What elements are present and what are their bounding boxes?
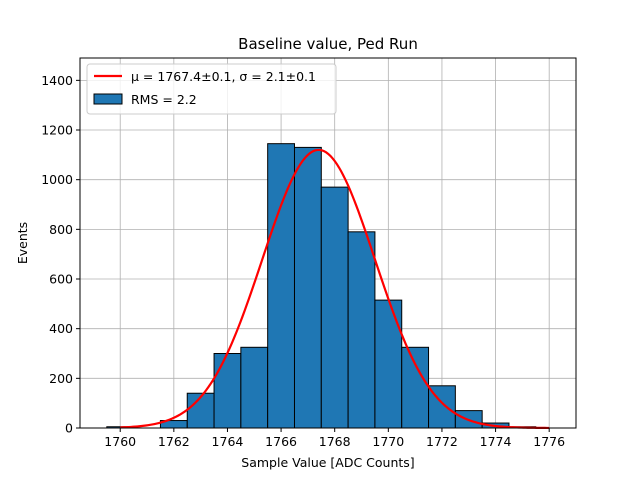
legend-box: [86, 63, 337, 115]
x-tick-label: 1774: [480, 434, 512, 449]
histogram-bar: [320, 186, 349, 429]
gaussian-fit-curve: [120, 148, 550, 430]
x-tick-label: 1764: [212, 434, 244, 449]
chart-title: Baseline value, Ped Run: [238, 35, 418, 53]
legend-histogram-swatch: [93, 93, 123, 105]
histogram-bar: [267, 143, 295, 429]
legend: μ = 1767.4±0.1, σ = 2.1±0.1 RMS = 2.2: [86, 63, 337, 115]
x-tick-label: 1768: [319, 434, 351, 449]
y-tick-label: 1000: [41, 172, 73, 187]
y-tick-label: 1200: [41, 123, 73, 138]
legend-histogram-label: RMS = 2.2: [131, 92, 197, 107]
y-tick-label: 0: [65, 421, 73, 436]
histogram-bars: [106, 143, 537, 429]
y-tick-label: 800: [49, 222, 73, 237]
y-tick-label: 200: [49, 371, 73, 386]
y-axis-label: Events: [15, 222, 30, 264]
x-tick-label: 1776: [533, 434, 565, 449]
y-tick-label: 1400: [41, 73, 73, 88]
x-tick-label: 1772: [426, 434, 458, 449]
x-tick-label: 1770: [372, 434, 404, 449]
legend-fit-label: μ = 1767.4±0.1, σ = 2.1±0.1: [131, 69, 316, 84]
y-axis-ticks: 0 200 400 600 800 1000 1200 1400: [41, 73, 80, 436]
histogram-bar: [293, 146, 322, 429]
histogram-bar: [213, 353, 242, 429]
x-axis-label: Sample Value [ADC Counts]: [241, 455, 414, 470]
histogram-bar: [347, 231, 376, 429]
x-tick-label: 1766: [265, 434, 297, 449]
histogram-bar: [401, 346, 430, 429]
x-tick-label: 1760: [104, 434, 136, 449]
y-tick-label: 400: [49, 321, 73, 336]
histogram-bar: [374, 299, 403, 429]
x-axis-ticks: 1760 1762 1764 1766 1768 1770 1772 1774 1776: [104, 428, 565, 449]
y-tick-label: 600: [49, 272, 73, 287]
histogram-bar: [240, 346, 269, 429]
plot-frame: [79, 57, 577, 429]
x-tick-label: 1762: [158, 434, 190, 449]
